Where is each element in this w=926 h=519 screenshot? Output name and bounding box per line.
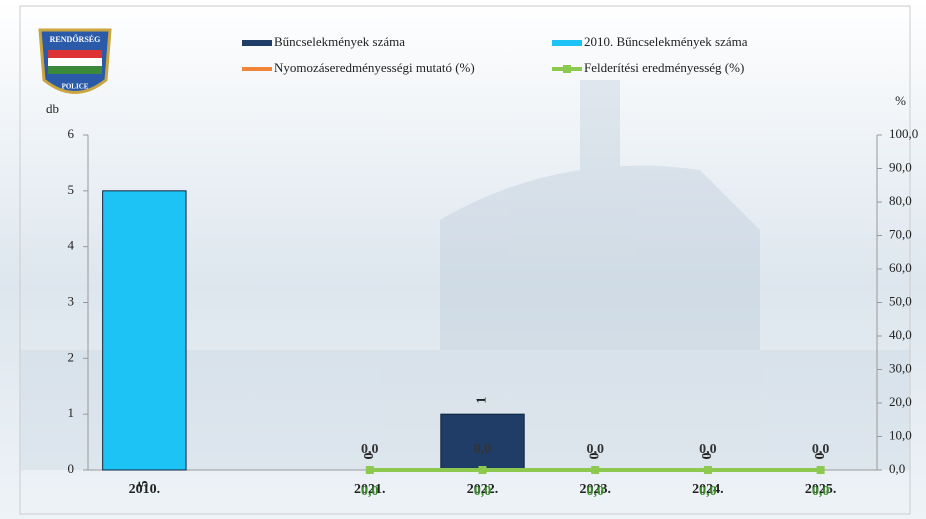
y-tick-label: 0 [68, 461, 75, 476]
y-tick-label: 5 [68, 182, 75, 197]
data-label: 0,0 [586, 442, 604, 457]
data-label: 0,0 [474, 442, 492, 457]
legend-label: Felderítési eredményesség (%) [584, 60, 744, 75]
logo-text: POLICE [62, 83, 89, 91]
legend-label: Nyomozáseredményességi mutató (%) [274, 60, 475, 75]
y2-tick-label: 20,0 [889, 394, 912, 409]
data-label: 0,0 [699, 442, 717, 457]
line-marker [591, 466, 600, 474]
y-tick-label: 4 [68, 238, 75, 253]
y2-tick-label: 80,0 [889, 193, 912, 208]
y2-tick-label: 100,0 [889, 126, 918, 141]
frame [19, 5, 911, 515]
line-marker [816, 466, 825, 474]
data-label: 0 [813, 453, 828, 460]
y-tick-label: 1 [68, 405, 75, 420]
data-label: 0 [700, 453, 715, 460]
x-tick-label: 2021. [354, 482, 386, 497]
y2-tick-label: 70,0 [889, 226, 912, 241]
data-label: 0 [587, 453, 602, 460]
bar [102, 190, 187, 471]
y2-axis-label: % [895, 93, 906, 108]
data-label: 0,0 [812, 442, 830, 457]
legend-label: Bűncselekmények száma [274, 34, 405, 49]
bar [440, 413, 525, 471]
legend-swatch [242, 40, 272, 46]
legend-swatch [552, 40, 582, 46]
data-label: 5 [137, 481, 152, 488]
data-label: 0,0 [699, 484, 717, 499]
y2-tick-label: 50,0 [889, 293, 912, 308]
y2-tick-label: 90,0 [889, 159, 912, 174]
x-tick-label: 2022. [467, 482, 499, 497]
data-label: 0,0 [812, 484, 830, 499]
x-tick-label: 2025. [805, 482, 837, 497]
x-tick-label: 2024. [692, 482, 724, 497]
x-tick-label: 2010. [129, 482, 161, 497]
y2-tick-label: 30,0 [889, 360, 912, 375]
y2-tick-label: 40,0 [889, 327, 912, 342]
y-tick-label: 2 [68, 349, 75, 364]
data-label: 0,0 [361, 484, 379, 499]
data-label: 0 [362, 453, 377, 460]
y2-tick-label: 10,0 [889, 427, 912, 442]
logo-text: RENDŐRSÉG [50, 34, 101, 44]
line-marker [703, 466, 712, 474]
y2-tick-label: 0,0 [889, 461, 905, 476]
y-tick-label: 3 [68, 293, 75, 308]
x-tick-label: 2023. [579, 482, 611, 497]
y2-tick-label: 60,0 [889, 260, 912, 275]
legend-label: 2010. Bűncselekmények száma [584, 34, 748, 49]
line-marker [478, 466, 487, 474]
data-label: 0,0 [361, 442, 379, 457]
data-label: 1 [475, 397, 490, 404]
line-marker [365, 466, 374, 474]
legend-marker [563, 65, 571, 73]
data-label: 0,0 [586, 484, 604, 499]
y-axis-label: db [46, 101, 59, 116]
data-label: 0,0 [474, 484, 492, 499]
y-tick-label: 6 [68, 126, 75, 141]
logo: RENDŐRSÉG POLICE [38, 28, 112, 94]
